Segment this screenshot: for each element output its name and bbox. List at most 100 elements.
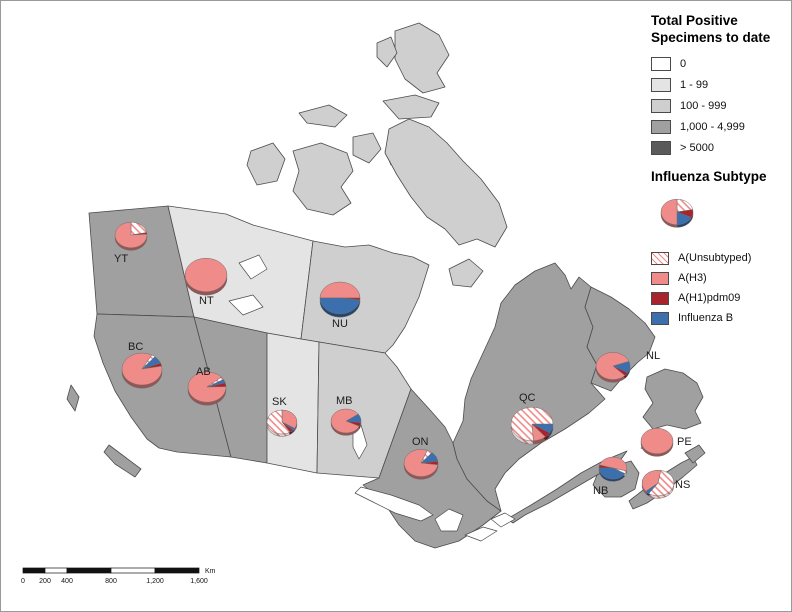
lake-ontario <box>490 512 516 528</box>
region-label-NL: NL <box>646 350 660 362</box>
island-victoria <box>292 142 354 216</box>
region-labels: YT NT NU BC AB SK MB ON QC NL PE NB NS <box>114 253 692 497</box>
scale-bar-tick-label: 200 <box>39 578 51 585</box>
legend-class-label-0: 0 <box>680 57 687 70</box>
pie-NS-slice-h3 <box>641 469 662 492</box>
scale-bar-tick-label: 400 <box>61 578 73 585</box>
scale-bar-segment <box>66 567 112 574</box>
island-cape-breton <box>684 444 706 464</box>
great-bear-lake <box>238 254 268 280</box>
legend-subtype-swatch-unsubtyped <box>651 251 669 265</box>
island-baffin <box>384 118 508 248</box>
island-vancouver <box>103 444 142 478</box>
region-label-QC: QC <box>519 392 536 404</box>
legend-subtype-row: A(H1)pdm09 <box>651 291 789 305</box>
region-label-NS: NS <box>675 479 690 491</box>
island-prince-of-wales <box>352 132 382 164</box>
pie-SK-slice-unsubtyped <box>266 409 291 435</box>
lake-superior <box>354 486 434 522</box>
scale-bar: 0 200 400 800 1,200 1,600 Km <box>21 567 216 585</box>
scale-bar-tick-label: 0 <box>21 578 25 585</box>
island-devon <box>382 94 440 120</box>
scale-bar-segment <box>154 567 200 574</box>
legend-subtype-swatch-influenza-b <box>651 311 669 325</box>
pie-MB-slice-h3 <box>330 408 360 434</box>
island-ellesmere <box>394 22 450 94</box>
water-bodies <box>228 254 516 542</box>
scale-bar-tick-label: 800 <box>105 578 117 585</box>
region-pie-charts <box>114 221 675 499</box>
pie-NT-slice-h3 <box>184 257 228 293</box>
pie-AB-slice-unsubtyped <box>206 376 224 388</box>
legend-title-line2: Specimens to date <box>651 29 771 45</box>
region-label-NU: NU <box>332 318 348 330</box>
pie-YT-slice-h3 <box>114 221 148 249</box>
pie-NS-slice-unsubtyped <box>648 470 675 497</box>
subtype-legend: A(Unsubtyped) A(H3) A(H1)pdm09 Influenza… <box>651 251 789 325</box>
island-newfoundland <box>642 368 704 430</box>
subtype-legend-title: Influenza Subtype <box>651 168 767 184</box>
scale-bar-segment <box>44 567 68 574</box>
legend-subtype-label-h3: A(H3) <box>678 272 707 285</box>
legend-subtype-label-h1pdm09: A(H1)pdm09 <box>678 292 741 305</box>
legend-class-label-4: > 5000 <box>680 141 714 154</box>
island-melville <box>298 104 348 128</box>
pie-QC-slice-unsubtyped <box>510 406 554 442</box>
pie-NU-slice-h3 <box>319 281 361 299</box>
region-label-AB: AB <box>196 366 211 378</box>
pie-NU-slice-b <box>319 297 361 315</box>
pie-NL-slice-h3 <box>595 352 630 380</box>
lake-huron <box>434 508 464 532</box>
scale-bar-segment <box>110 567 156 574</box>
scale-bar-segment <box>22 567 46 574</box>
legend-subtype-row: Influenza B <box>651 311 789 325</box>
scale-bar-tick-label: 1,600 <box>190 578 208 585</box>
legend-class-label-2: 100 - 999 <box>680 99 727 112</box>
legend-class-swatch-3 <box>651 119 671 134</box>
choropleth-legend: 0 1 - 99 100 - 999 1,000 - 4,999 > 5000 <box>651 56 789 155</box>
legend-title-line1: Total Positive <box>651 13 738 28</box>
legend-class-row: 100 - 999 <box>651 98 789 113</box>
subtype-sample-pie <box>660 198 694 228</box>
legend-sample-pie-slice-h3 <box>660 198 678 225</box>
scale-bar-tick-label: 1,200 <box>146 578 164 585</box>
legend-class-label-3: 1,000 - 4,999 <box>680 120 745 133</box>
legend-subtype-label-influenza-b: Influenza B <box>678 312 734 325</box>
pie-BC-slice-unsubtyped <box>141 354 156 370</box>
legend-class-swatch-1 <box>651 77 671 92</box>
island-axel-heiberg <box>376 36 398 68</box>
region-label-MB: MB <box>336 395 353 407</box>
legend-class-swatch-4 <box>651 140 671 155</box>
region-label-SK: SK <box>272 396 287 408</box>
scale-bar-unit: Km <box>205 568 216 575</box>
region-label-ON: ON <box>412 436 429 448</box>
pie-NB-slice-unsubtyped <box>612 467 627 474</box>
region-label-PE: PE <box>677 436 692 448</box>
legend-subtype-row: A(H3) <box>651 271 789 285</box>
island-banks <box>246 142 286 186</box>
legend-class-row: 0 <box>651 56 789 71</box>
lake-erie <box>464 526 498 542</box>
legend-class-swatch-0 <box>651 56 671 71</box>
legend-subtype-swatch-h3 <box>651 271 669 285</box>
region-label-NT: NT <box>199 295 214 307</box>
legend-class-row: > 5000 <box>651 140 789 155</box>
island-haida-gwaii <box>66 384 80 412</box>
legend-subtype-label-unsubtyped: A(Unsubtyped) <box>678 252 752 265</box>
legend-subtype-row: A(Unsubtyped) <box>651 251 789 265</box>
region-label-BC: BC <box>128 341 143 353</box>
pie-ON-slice-unsubtyped <box>420 450 433 464</box>
pie-NB-slice-h3 <box>599 456 628 472</box>
pie-PE-slice-h3 <box>640 427 674 455</box>
region-label-NB: NB <box>593 485 608 497</box>
legend-class-label-1: 1 - 99 <box>680 78 709 91</box>
legend-class-swatch-2 <box>651 98 671 113</box>
legend-class-row: 1 - 99 <box>651 77 789 92</box>
legend-panel: Total Positive Specimens to date 0 1 - 9… <box>651 13 789 332</box>
region-label-YT: YT <box>114 253 128 265</box>
legend-subtype-swatch-h1pdm09 <box>651 291 669 305</box>
great-slave-lake <box>228 294 264 316</box>
legend-class-row: 1,000 - 4,999 <box>651 119 789 134</box>
